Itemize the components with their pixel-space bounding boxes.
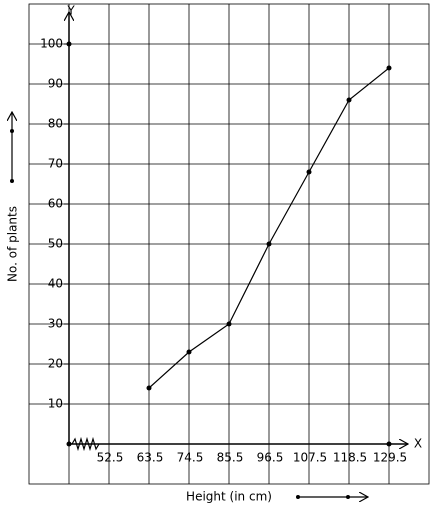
x-tick-label: 107.5: [293, 451, 327, 465]
y-axis-title: No. of plants: [6, 206, 20, 282]
y-tick-label: 10: [48, 397, 63, 411]
y-tick-label: 70: [48, 157, 63, 171]
axis-break: [71, 436, 100, 452]
x-tick-label: 74.5: [177, 451, 204, 465]
origin-dot: [66, 441, 72, 447]
y-tick-label: 30: [48, 317, 63, 331]
point: [226, 321, 232, 327]
y-axis-name: Y: [66, 4, 75, 18]
point: [306, 169, 312, 175]
point: [386, 65, 392, 71]
y-tick-label: 90: [48, 77, 63, 91]
x-axis-title: Height (in cm): [186, 490, 272, 504]
y-tick-label: 40: [48, 277, 63, 291]
x-tick-label: 118.5: [333, 451, 367, 465]
x-axis-name: X: [414, 437, 422, 451]
y-tick-label: 80: [48, 117, 63, 131]
point: [266, 241, 272, 247]
x-tick-label: 52.5: [97, 451, 124, 465]
x-tick-label: 85.5: [217, 451, 244, 465]
arrow-dot: [10, 129, 14, 133]
arrow-dot: [346, 495, 350, 499]
point: [186, 349, 192, 355]
x-tick-label: 129.5: [373, 451, 407, 465]
y-tick-label: 100: [40, 37, 63, 51]
x-tick-label: 96.5: [257, 451, 284, 465]
x-tick-label: 63.5: [137, 451, 164, 465]
y-tick-label: 60: [48, 197, 63, 211]
y-tick-label: 50: [48, 237, 63, 251]
y-tick-label: 20: [48, 357, 63, 371]
point: [346, 97, 352, 103]
point: [146, 385, 152, 391]
arrow-dot: [296, 495, 300, 499]
arrow-dot: [10, 179, 14, 183]
